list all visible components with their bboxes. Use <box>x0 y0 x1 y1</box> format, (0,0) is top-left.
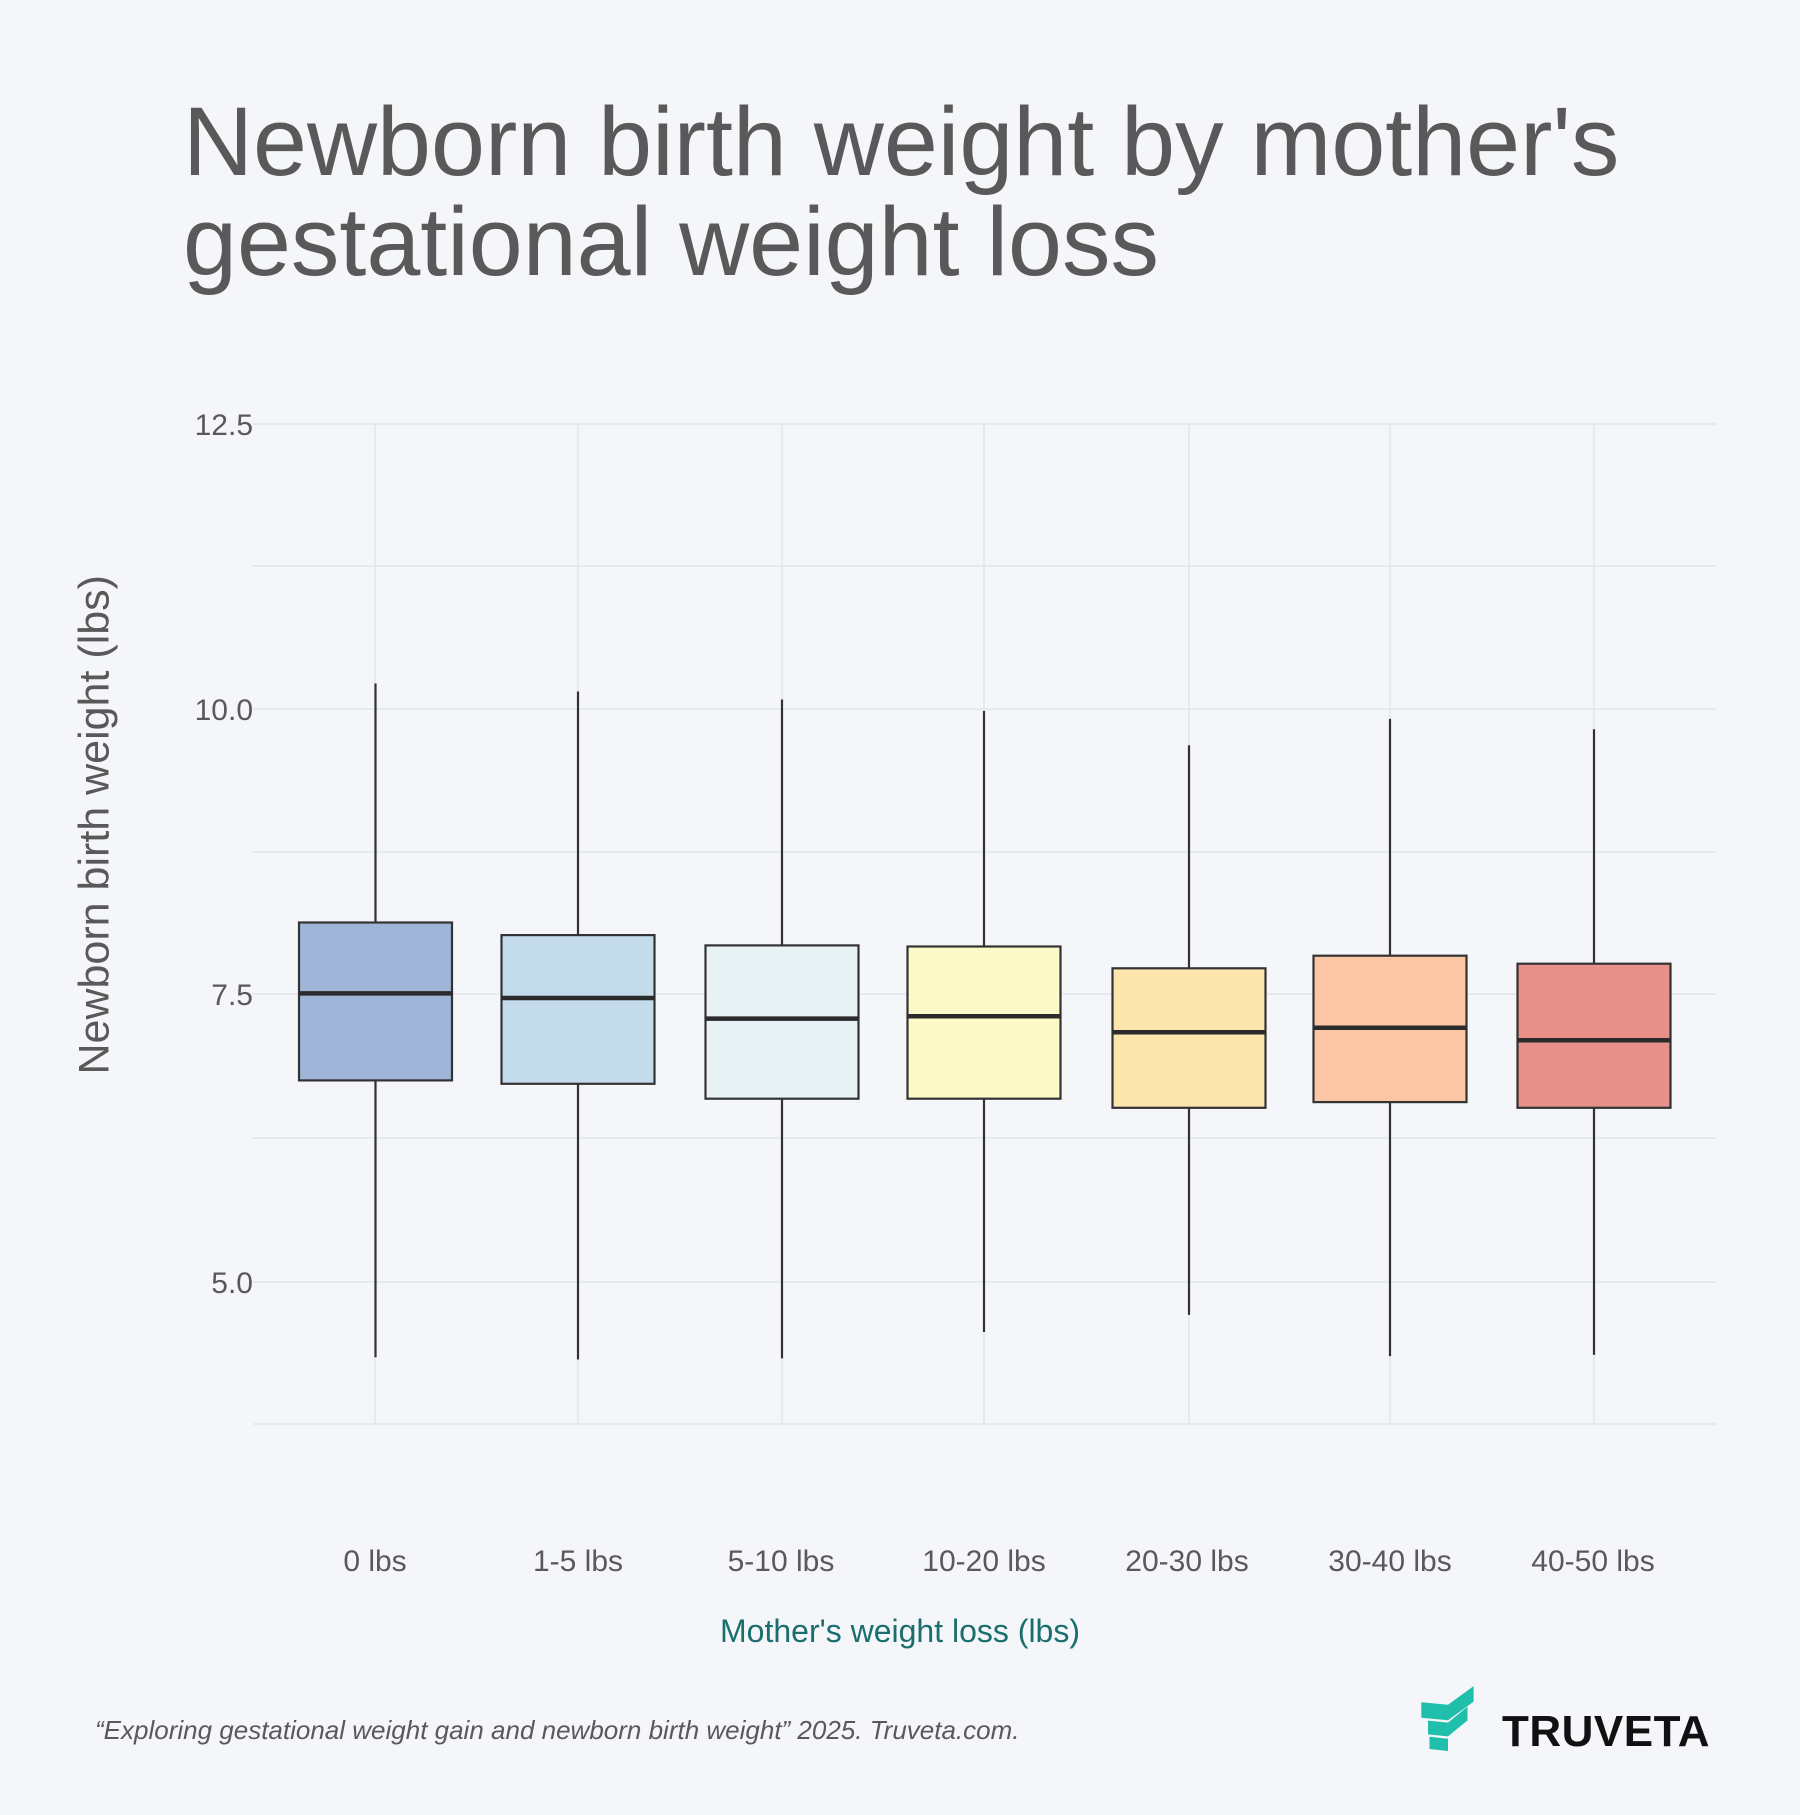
svg-text:TRUVETA: TRUVETA <box>1502 1707 1710 1756</box>
